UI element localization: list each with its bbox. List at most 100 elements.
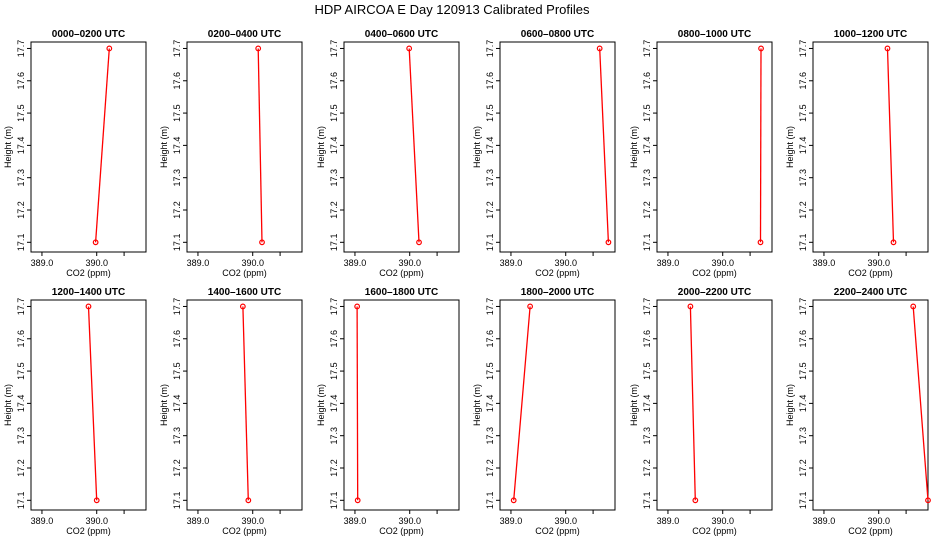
y-tick-label: 17.7	[16, 40, 26, 58]
y-tick-label: 17.3	[798, 427, 808, 445]
x-tick-label: 389.0	[657, 516, 680, 526]
profile-line	[759, 48, 762, 243]
y-tick-label: 17.2	[485, 459, 495, 477]
x-axis-label: CO2 (ppm)	[535, 268, 580, 278]
profile-line	[886, 48, 895, 243]
x-tick-label: 390.0	[867, 258, 890, 268]
y-tick-label: 17.3	[16, 169, 26, 187]
profile-point	[596, 45, 603, 52]
y-tick-label: 17.5	[172, 362, 182, 380]
x-tick-label: 390.0	[241, 516, 264, 526]
y-tick-label: 17.5	[172, 104, 182, 122]
x-axis-label: CO2 (ppm)	[692, 268, 737, 278]
y-tick-label: 17.6	[16, 330, 26, 348]
profile-line	[257, 48, 263, 243]
y-tick-label: 17.1	[642, 234, 652, 252]
y-tick-label: 17.1	[329, 234, 339, 252]
y-tick-label: 17.3	[329, 427, 339, 445]
x-tick-label: 389.0	[500, 516, 523, 526]
y-tick-label: 17.5	[16, 104, 26, 122]
plot-frame	[343, 299, 460, 511]
panel-title: 0400–0600 UTC	[365, 29, 438, 40]
y-tick-label: 17.5	[642, 362, 652, 380]
profile-point	[354, 497, 361, 504]
y-tick-label: 17.1	[172, 492, 182, 510]
y-tick-label: 17.3	[642, 169, 652, 187]
y-tick-label: 17.6	[172, 330, 182, 348]
plot-frame	[30, 41, 147, 253]
y-tick-label: 17.7	[329, 40, 339, 58]
profile-point	[890, 239, 897, 246]
profile-point	[910, 303, 917, 310]
y-tick-label: 17.6	[172, 72, 182, 90]
x-axis-label: CO2 (ppm)	[692, 526, 737, 536]
plot-frame	[656, 41, 773, 253]
x-axis-label: CO2 (ppm)	[222, 526, 267, 536]
x-tick-label: 390.0	[85, 516, 108, 526]
y-tick-label: 17.1	[485, 234, 495, 252]
y-axis-label: Height (m)	[316, 384, 326, 426]
x-axis-label: CO2 (ppm)	[848, 526, 893, 536]
y-tick-label: 17.6	[642, 330, 652, 348]
x-tick-label: 390.0	[711, 516, 734, 526]
y-tick-label: 17.2	[485, 201, 495, 219]
x-tick-label: 390.0	[241, 258, 264, 268]
x-tick-label: 390.0	[867, 516, 890, 526]
y-axis-label: Height (m)	[3, 384, 13, 426]
profile-point	[605, 239, 612, 246]
profile-point	[692, 497, 699, 504]
x-tick-label: 389.0	[31, 516, 54, 526]
y-tick-label: 17.4	[172, 395, 182, 413]
profile-line	[513, 306, 531, 501]
x-tick-label: 390.0	[398, 516, 421, 526]
y-tick-label: 17.3	[798, 169, 808, 187]
panel-title: 2000–2200 UTC	[678, 287, 751, 298]
plot-frame	[186, 299, 303, 511]
y-tick-label: 17.6	[485, 72, 495, 90]
x-axis-label: CO2 (ppm)	[379, 526, 424, 536]
y-tick-label: 17.4	[329, 137, 339, 155]
y-tick-label: 17.1	[798, 234, 808, 252]
x-tick-label: 389.0	[813, 258, 836, 268]
profile-point	[354, 303, 361, 310]
y-tick-label: 17.4	[485, 137, 495, 155]
y-tick-label: 17.6	[798, 72, 808, 90]
y-tick-label: 17.7	[798, 40, 808, 58]
profile-line	[356, 306, 359, 501]
panel-title: 2200–2400 UTC	[834, 287, 907, 298]
y-axis-label: Height (m)	[629, 384, 639, 426]
y-tick-label: 17.7	[329, 298, 339, 316]
y-tick-label: 17.7	[16, 298, 26, 316]
x-tick-label: 390.0	[554, 258, 577, 268]
profile-point	[527, 303, 534, 310]
y-tick-label: 17.5	[485, 362, 495, 380]
y-tick-label: 17.1	[329, 492, 339, 510]
profile-point	[925, 497, 931, 504]
y-axis-label: Height (m)	[785, 126, 795, 168]
x-tick-label: 389.0	[813, 516, 836, 526]
y-tick-label: 17.6	[642, 72, 652, 90]
profile-line	[242, 306, 249, 501]
x-axis-label: CO2 (ppm)	[848, 268, 893, 278]
profile-line	[912, 306, 929, 501]
panel-title: 0800–1000 UTC	[678, 29, 751, 40]
panel-title: 0600–0800 UTC	[521, 29, 594, 40]
y-tick-label: 17.5	[485, 104, 495, 122]
y-tick-label: 17.3	[16, 427, 26, 445]
plot-frame	[30, 299, 147, 511]
profile-point	[758, 45, 764, 52]
y-tick-label: 17.7	[485, 298, 495, 316]
profile-point	[245, 497, 252, 504]
profile-point	[106, 45, 113, 52]
plot-frame	[499, 41, 616, 253]
y-tick-label: 17.7	[798, 298, 808, 316]
